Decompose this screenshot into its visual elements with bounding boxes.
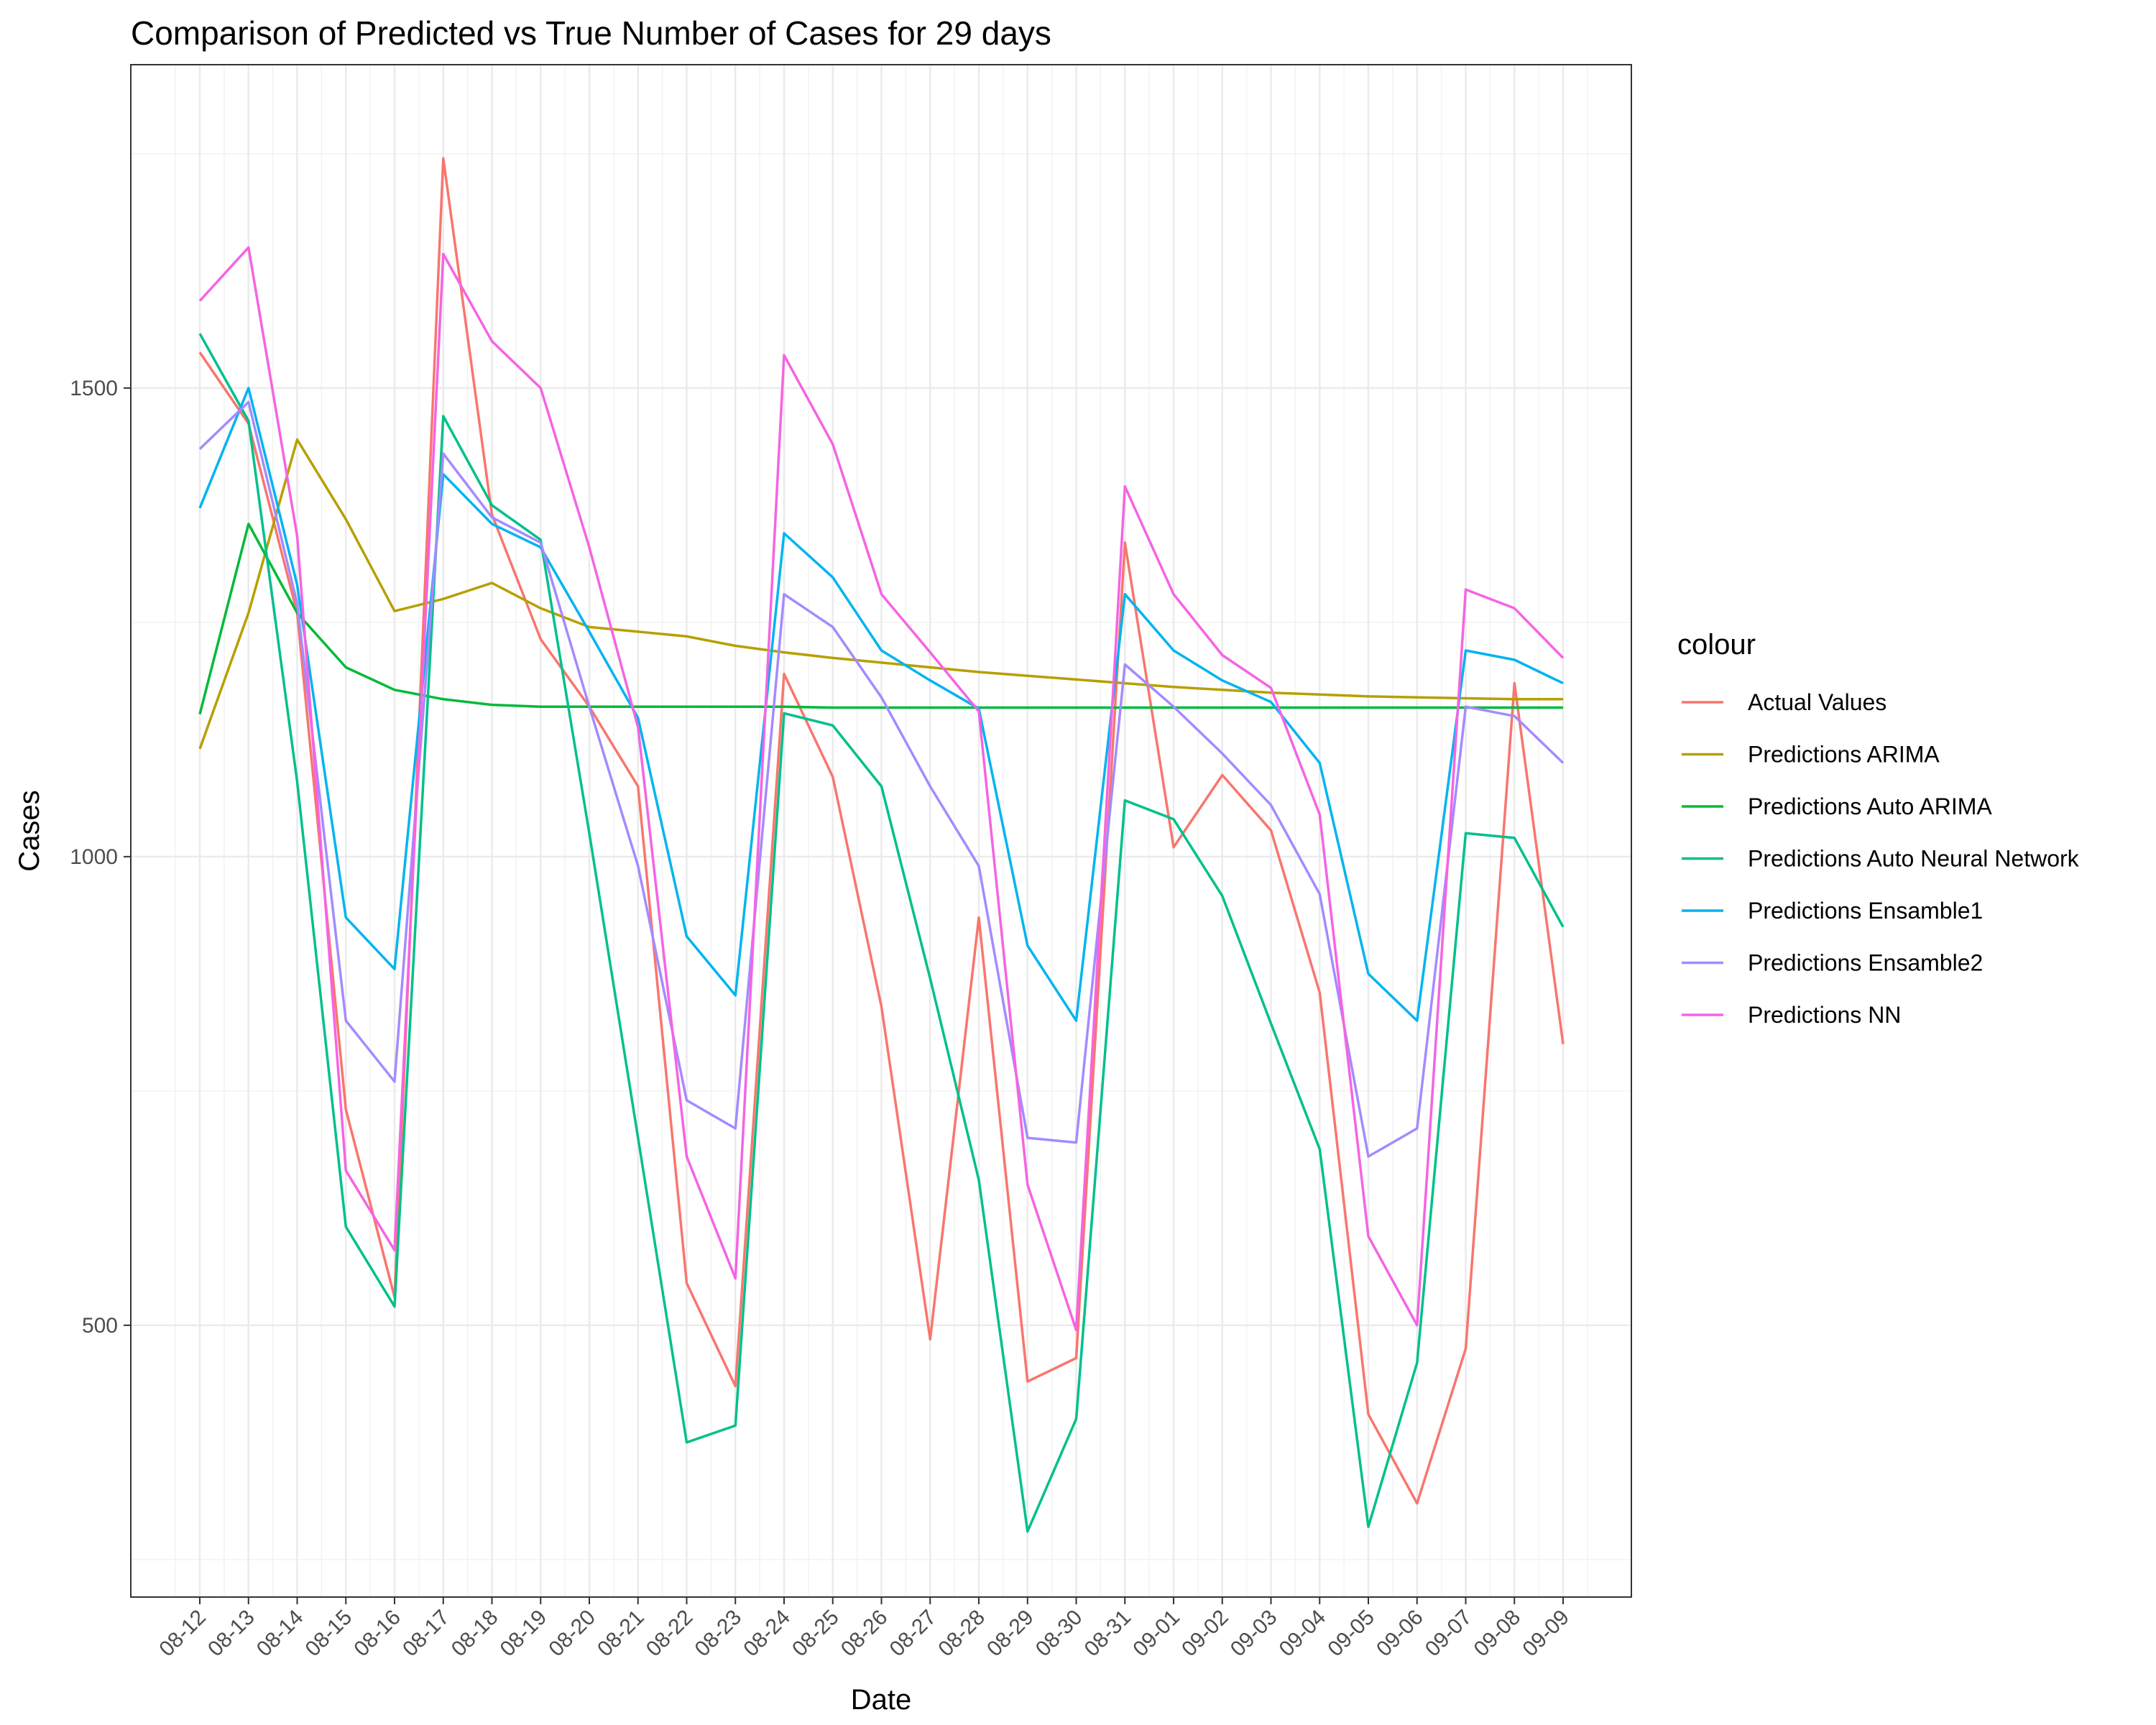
x-tick-label: 09-09 <box>1518 1606 1574 1662</box>
x-tick-label: 08-29 <box>982 1606 1038 1662</box>
x-tick-label: 08-31 <box>1080 1606 1136 1662</box>
x-tick-label: 08-12 <box>155 1606 211 1662</box>
x-tick-label: 09-01 <box>1128 1606 1184 1662</box>
x-axis: 08-1208-1308-1408-1508-1608-1708-1808-19… <box>155 1597 1574 1661</box>
y-tick-label: 1500 <box>70 377 118 400</box>
x-tick-label: 09-05 <box>1323 1606 1379 1662</box>
x-tick-label: 09-03 <box>1226 1606 1282 1662</box>
series-lines <box>198 157 1565 1533</box>
series-line-predictions-ensamble1 <box>198 387 1564 1022</box>
y-axis-title: Cases <box>14 790 45 871</box>
legend-entry-label: Predictions Ensamble1 <box>1748 898 1983 924</box>
y-tick-label: 500 <box>82 1314 118 1338</box>
legend-entry-label: Predictions ARIMA <box>1748 742 1940 768</box>
grid-lines <box>131 65 1631 1597</box>
y-axis: 500 1000 1500 <box>70 377 131 1338</box>
x-tick-label: 08-15 <box>301 1606 357 1662</box>
legend-entry-label: Predictions Ensamble2 <box>1748 950 1983 976</box>
series-line-predictions-nn <box>198 246 1565 1332</box>
x-tick-label: 08-14 <box>252 1606 308 1662</box>
x-tick-label: 08-19 <box>496 1606 552 1662</box>
x-tick-label: 08-13 <box>203 1606 259 1662</box>
chart-title: Comparison of Predicted vs True Number o… <box>131 14 1051 52</box>
x-tick-label: 09-08 <box>1470 1606 1526 1662</box>
legend-entry-label: Predictions NN <box>1748 1002 1901 1028</box>
x-tick-label: 09-06 <box>1372 1606 1428 1662</box>
series-line-actual-values <box>198 157 1565 1505</box>
x-tick-label: 08-17 <box>398 1606 454 1662</box>
legend-entry-label: Actual Values <box>1748 689 1886 715</box>
x-tick-label: 08-30 <box>1031 1606 1087 1662</box>
series-line-predictions-auto-neural-network <box>198 333 1565 1533</box>
x-tick-label: 09-07 <box>1421 1606 1477 1662</box>
x-tick-label: 08-24 <box>739 1606 795 1662</box>
legend: colour Actual Values Predictions ARIMA Pre… <box>1677 629 2080 1028</box>
x-tick-label: 08-21 <box>593 1606 649 1662</box>
x-tick-label: 08-25 <box>788 1606 844 1662</box>
x-tick-label: 08-22 <box>642 1606 698 1662</box>
x-axis-title: Date <box>851 1684 912 1716</box>
x-tick-label: 08-18 <box>447 1606 503 1662</box>
x-tick-label: 08-26 <box>837 1606 893 1662</box>
legend-entry-label: Predictions Auto Neural Network <box>1748 846 2080 872</box>
x-tick-label: 08-23 <box>691 1606 747 1662</box>
series-line-predictions-ensamble2 <box>198 400 1565 1158</box>
x-tick-label: 08-20 <box>544 1606 600 1662</box>
x-tick-label: 08-16 <box>349 1606 405 1662</box>
x-tick-label: 09-04 <box>1275 1606 1331 1662</box>
x-tick-label: 08-28 <box>934 1606 990 1662</box>
x-tick-label: 08-27 <box>885 1606 941 1662</box>
legend-entry-label: Predictions Auto ARIMA <box>1748 794 1992 819</box>
legend-title: colour <box>1677 629 1756 661</box>
x-tick-label: 09-02 <box>1177 1606 1233 1662</box>
y-tick-label: 1000 <box>70 845 118 869</box>
